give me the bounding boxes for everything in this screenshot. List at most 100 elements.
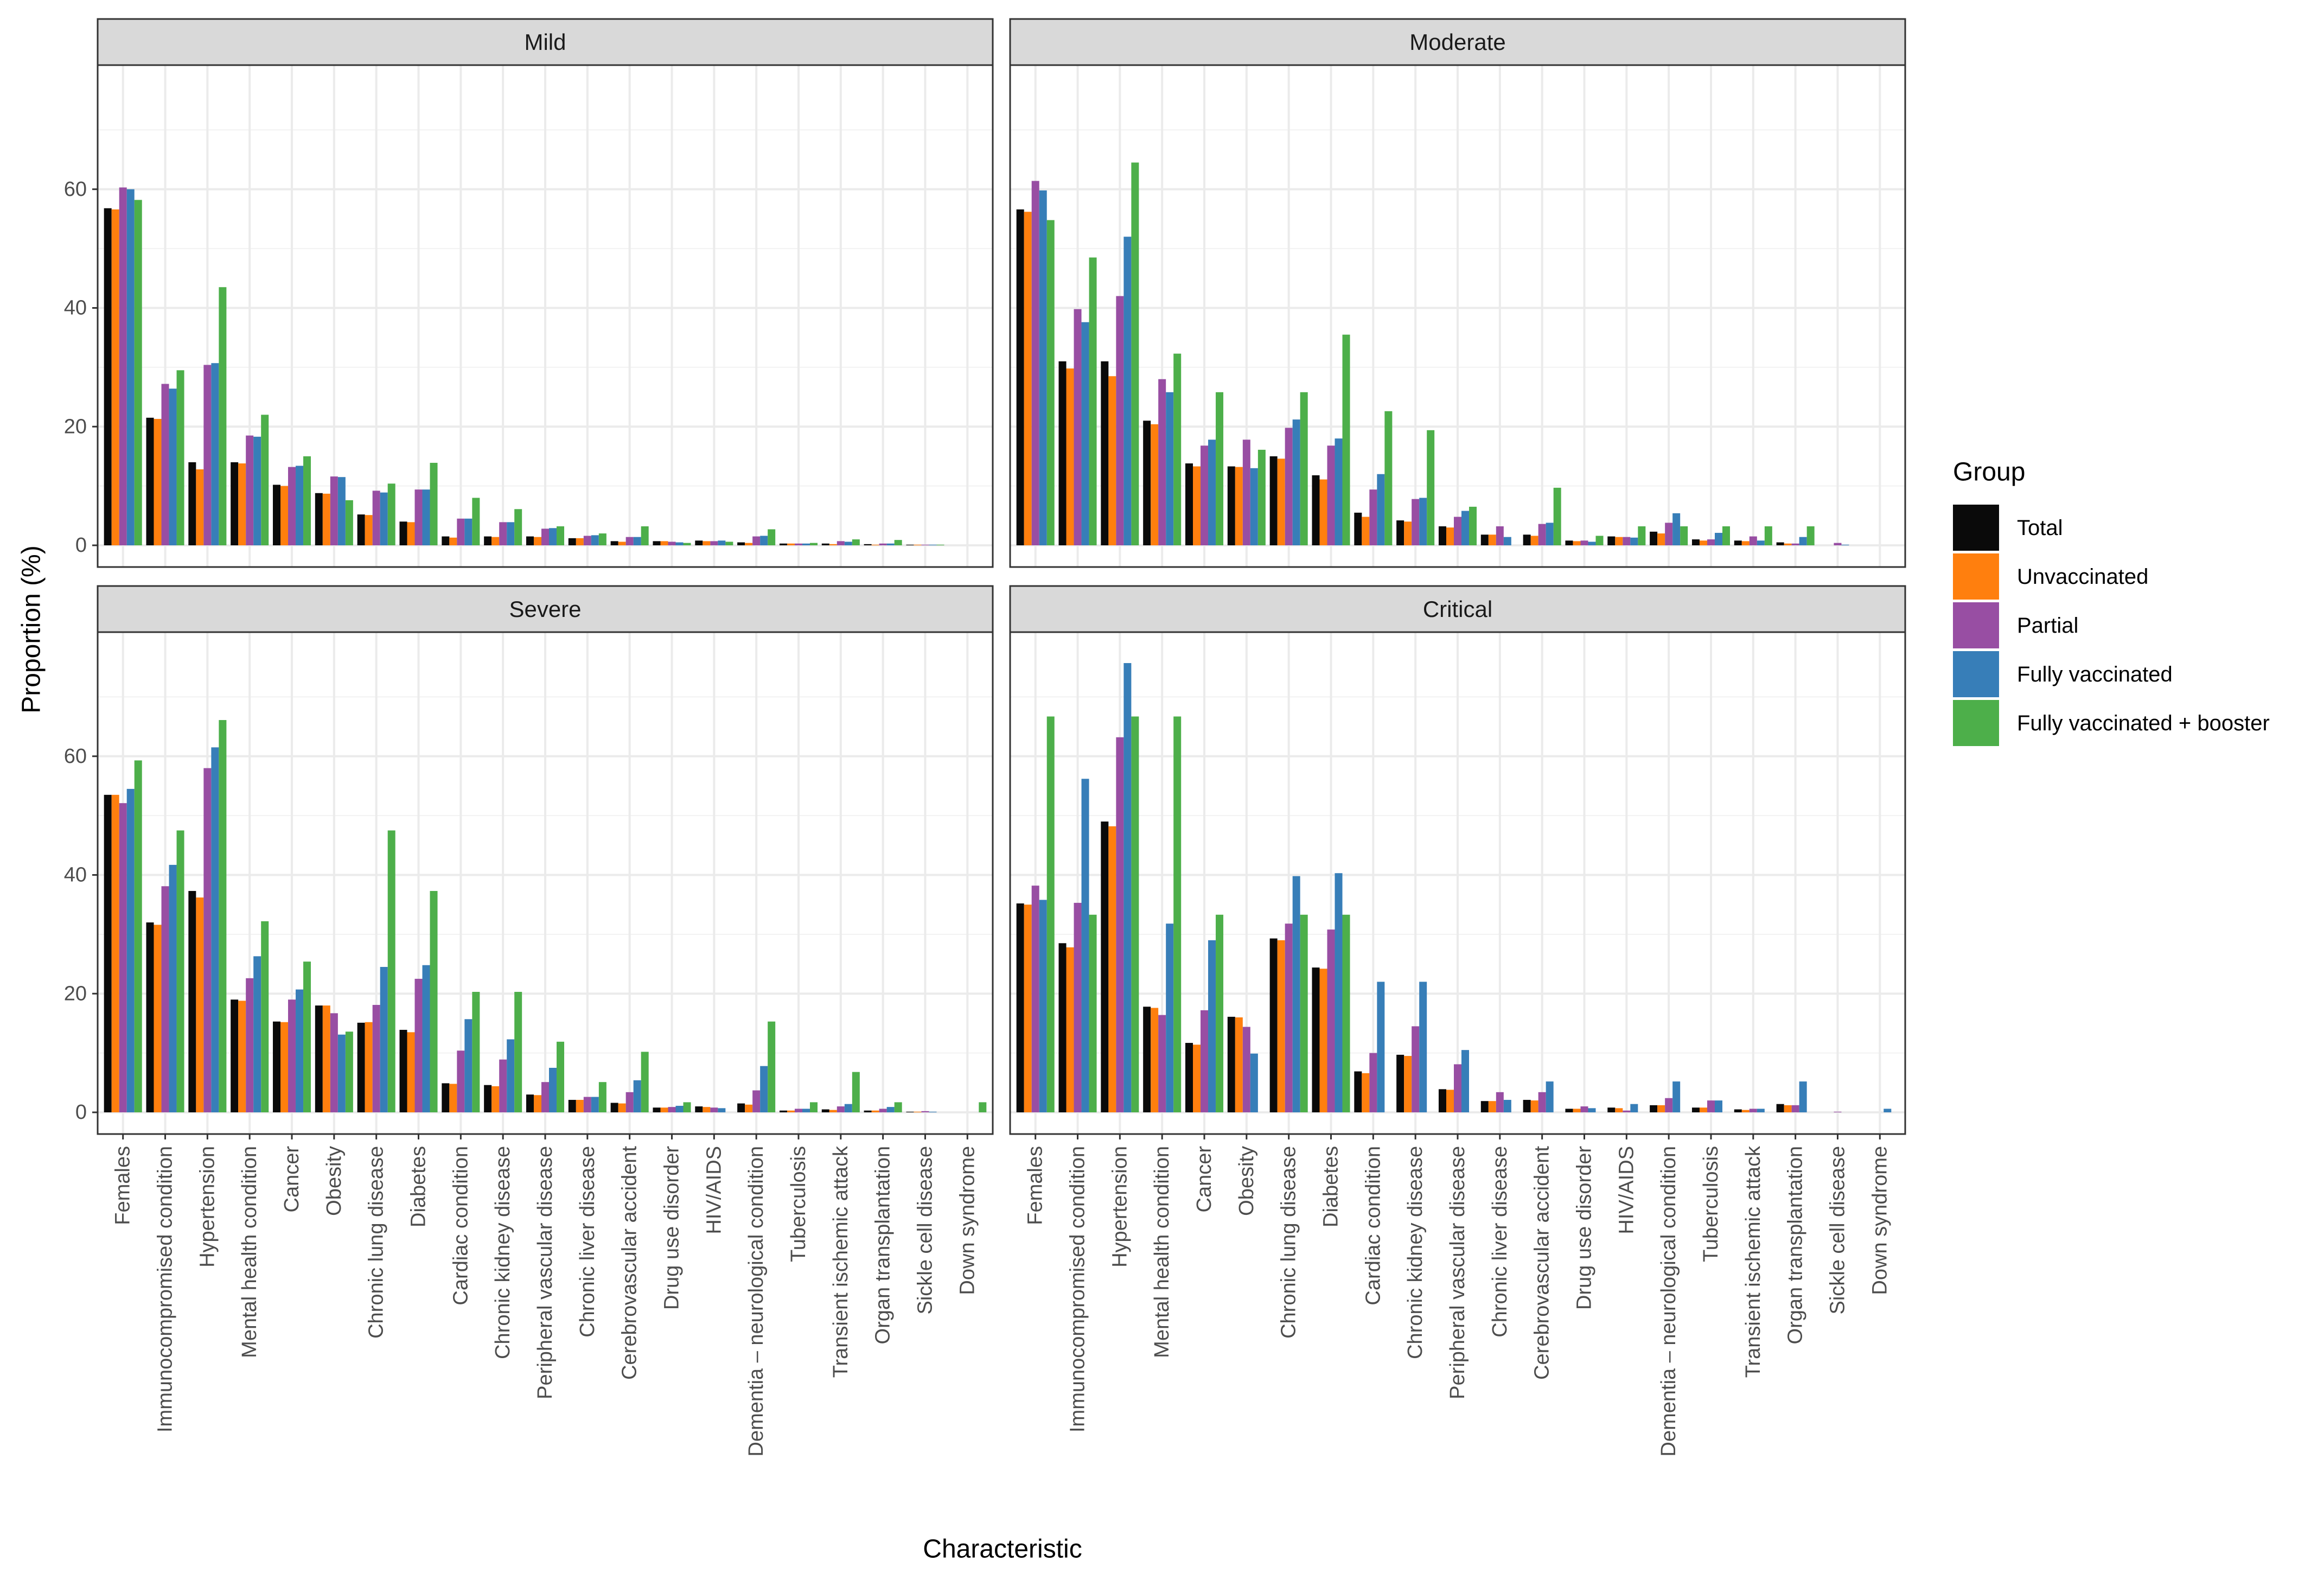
bar-mild-chronic-kidney-disease-partial [499,522,507,545]
bar-mild-tuberculosis-partial [794,543,802,545]
bar-moderate-tuberculosis-fully-vaccinated-booster [1722,526,1731,545]
bar-mild-immunocompromised-condition-partial [161,384,169,545]
x-tick-label-mental-health-condition: Mental health condition [238,1146,261,1358]
bar-mild-cerebrovascular-accident-fully-vaccinated-booster [641,526,649,545]
bar-mild-cerebrovascular-accident-partial [625,537,634,545]
bar-critical-tuberculosis-partial [1707,1100,1715,1112]
bar-critical-diabetes-total [1312,967,1320,1112]
bar-severe-dementia-neurological-condition-partial [752,1090,761,1112]
bar-mild-peripheral-vascular-disease-fully-vaccinated [549,528,557,545]
x-tick-label-tuberculosis: Tuberculosis [787,1146,810,1262]
bar-moderate-cardiac-condition-fully-vaccinated-booster [1384,411,1393,545]
bar-mild-chronic-kidney-disease-total [484,536,492,545]
bar-severe-immunocompromised-condition-total [146,922,154,1112]
bar-critical-immunocompromised-condition-fully-vaccinated-booster [1089,914,1097,1112]
legend-swatch [1953,602,1999,648]
bar-mild-cerebrovascular-accident-total [610,541,618,545]
bar-severe-organ-transplantation-fully-vaccinated [886,1107,895,1112]
bar-severe-chronic-liver-disease-fully-vaccinated-booster [598,1082,606,1112]
x-tick-label-transient-ischemic-attack: Transient ischemic attack [1742,1145,1765,1378]
bar-mild-cancer-total [272,485,281,545]
bar-severe-obesity-unvaccinated [322,1005,330,1112]
x-tick-label-dementia-neurological-condition: Dementia – neurological condition [745,1146,768,1456]
bar-severe-chronic-lung-disease-total [357,1022,365,1112]
bar-mild-hypertension-fully-vaccinated [211,363,219,545]
x-tick-label-chronic-kidney-disease: Chronic kidney disease [1404,1146,1427,1359]
legend-label: Fully vaccinated [2017,663,2173,686]
bar-moderate-obesity-fully-vaccinated-booster [1257,449,1266,545]
bar-severe-transient-ischemic-attack-total [821,1109,829,1112]
bar-critical-hiv-aids-total [1607,1107,1616,1112]
bar-mild-organ-transplantation-fully-vaccinated [886,543,895,545]
bar-moderate-peripheral-vascular-disease-partial [1453,517,1462,545]
bar-moderate-cardiac-condition-unvaccinated [1362,517,1370,545]
legend-item-fully-vaccinated: Fully vaccinated [1953,651,2173,697]
bar-moderate-females-partial [1031,181,1039,545]
bar-severe-cardiac-condition-total [442,1083,450,1112]
x-tick-label-peripheral-vascular-disease: Peripheral vascular disease [534,1146,557,1399]
bar-critical-diabetes-partial [1327,929,1335,1112]
x-tick-labels: Females Immunocompromised condition Hypert… [112,1134,1891,1456]
bar-moderate-hiv-aids-fully-vaccinated [1630,537,1638,545]
bar-severe-hypertension-fully-vaccinated [211,747,219,1112]
bar-severe-organ-transplantation-unvaccinated [871,1110,879,1112]
bar-mild-cardiac-condition-partial [457,518,465,545]
bar-moderate-chronic-kidney-disease-fully-vaccinated [1419,498,1427,545]
bar-severe-females-partial [119,803,127,1112]
legend-items: Total Unvaccinated Partial Fully vaccinated… [1953,505,2270,746]
bar-mild-cardiac-condition-unvaccinated [449,537,457,545]
bar-severe-tuberculosis-unvaccinated [787,1110,795,1112]
bar-mild-cerebrovascular-accident-fully-vaccinated [633,537,641,545]
bar-critical-chronic-liver-disease-partial [1496,1092,1504,1112]
bar-severe-cancer-fully-vaccinated-booster [303,961,311,1112]
bar-mild-cancer-fully-vaccinated [296,466,304,545]
bar-moderate-peripheral-vascular-disease-total [1438,526,1446,545]
bar-mild-females-partial [119,187,127,545]
bar-mild-mental-health-condition-fully-vaccinated [253,436,261,545]
bar-severe-down-syndrome-fully-vaccinated-booster [979,1102,987,1112]
bar-severe-peripheral-vascular-disease-fully-vaccinated-booster [557,1041,565,1112]
bar-critical-hypertension-fully-vaccinated-booster [1131,716,1139,1112]
bar-severe-dementia-neurological-condition-fully-vaccinated [760,1066,768,1112]
x-tick-label-chronic-lung-disease: Chronic lung disease [365,1146,388,1339]
bar-critical-mental-health-condition-unvaccinated [1151,1008,1159,1112]
panels-layer: Mild 0 20 40 60 Moderate Severe 0 20 40 60 Critical [64,18,1906,1135]
x-tick-label-hypertension: Hypertension [196,1146,219,1268]
x-tick-label-mental-health-condition: Mental health condition [1151,1146,1173,1358]
bar-moderate-diabetes-partial [1327,445,1335,545]
x-tick-label-cardiac-condition: Cardiac condition [1362,1146,1384,1305]
bar-moderate-sickle-cell-disease-partial [1834,543,1842,545]
bar-mild-chronic-liver-disease-unvaccinated [576,538,584,545]
bar-severe-dementia-neurological-condition-total [737,1103,745,1112]
bar-severe-chronic-lung-disease-fully-vaccinated [380,967,388,1112]
bar-mild-transient-ischemic-attack-partial [837,541,845,545]
bar-critical-organ-transplantation-total [1776,1104,1784,1112]
bar-severe-drug-use-disorder-total [653,1107,661,1112]
y-axis-title: Proportion (%) [17,545,46,713]
bar-critical-mental-health-condition-total [1143,1007,1151,1112]
bar-mild-cancer-fully-vaccinated-booster [303,456,311,545]
bar-severe-tuberculosis-fully-vaccinated [802,1109,810,1112]
bar-mild-obesity-fully-vaccinated-booster [345,500,353,545]
bar-critical-organ-transplantation-unvaccinated [1784,1105,1792,1112]
bar-critical-chronic-kidney-disease-unvaccinated [1404,1056,1412,1112]
x-tick-label-hiv-aids: HIV/AIDS [1615,1146,1638,1234]
bar-severe-chronic-liver-disease-partial [583,1097,591,1112]
bar-critical-hypertension-partial [1116,737,1124,1112]
bar-severe-obesity-fully-vaccinated-booster [345,1031,353,1112]
bar-moderate-transient-ischemic-attack-fully-vaccinated-booster [1764,526,1772,545]
bar-moderate-transient-ischemic-attack-total [1734,540,1742,545]
bar-moderate-tuberculosis-unvaccinated [1699,540,1707,545]
y-tick-label: 60 [64,745,87,768]
bar-mild-chronic-kidney-disease-fully-vaccinated [507,522,515,545]
bar-critical-mental-health-condition-partial [1158,1015,1166,1112]
x-tick-label-cancer: Cancer [280,1146,303,1213]
panel-moderate: Moderate [1009,18,1906,568]
bar-severe-diabetes-partial [414,978,423,1112]
bar-mild-mental-health-condition-total [231,462,239,545]
bar-severe-organ-transplantation-partial [879,1109,887,1112]
bar-mild-tuberculosis-fully-vaccinated [802,543,810,545]
bar-critical-chronic-lung-disease-fully-vaccinated-booster [1300,914,1308,1112]
bar-mild-drug-use-disorder-total [653,541,661,545]
bar-mild-hiv-aids-unvaccinated [703,541,711,545]
